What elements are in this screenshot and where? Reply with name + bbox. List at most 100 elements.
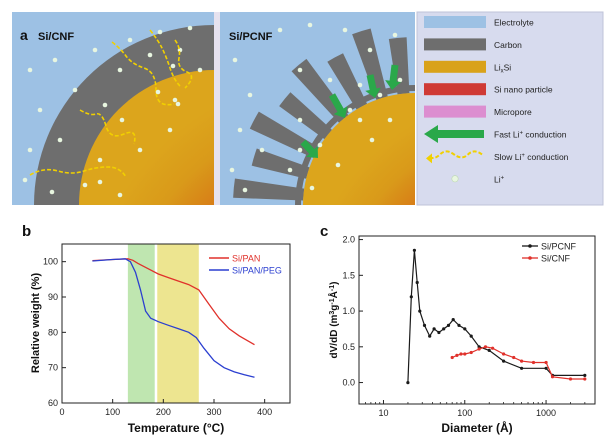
li-ion-dot (297, 147, 303, 153)
legend-label: Si/PAN/PEG (232, 266, 282, 276)
li-ion-dot (97, 179, 103, 185)
li-ion-dot (397, 77, 403, 83)
y-tick-label: 90 (48, 292, 58, 302)
li-ion-dot (237, 127, 243, 133)
slow-conduction-path (111, 41, 175, 106)
li-ion-dot (37, 107, 43, 113)
legend-marker (528, 256, 532, 260)
legend-label: Si/CNF (541, 254, 571, 264)
li-ion-dot (27, 147, 33, 153)
data-point (463, 327, 467, 331)
legend-label: Si/PAN (232, 254, 260, 264)
li-ion-dot (170, 63, 176, 69)
data-point (550, 375, 555, 379)
carbon-wedge (251, 148, 310, 179)
series-line (92, 258, 255, 378)
data-point (415, 280, 419, 285)
carbon-wedge (233, 178, 305, 201)
data-point (451, 318, 455, 322)
legend-label: Electrolyte (494, 18, 534, 28)
li-ion-dot (82, 182, 88, 188)
li-ion-dot (367, 47, 373, 53)
li-ion-dot (175, 101, 181, 107)
li-ion-dot (317, 142, 323, 148)
legend-label: Carbon (494, 40, 522, 50)
li-ion-dot (259, 147, 265, 153)
si-pcnf-illustration (220, 12, 415, 205)
x-tick-label: 100 (457, 408, 472, 418)
carbon-wedge (249, 111, 319, 159)
y-tick-label: 60 (48, 398, 58, 408)
y-tick-label: 2.0 (342, 235, 355, 245)
x-tick-label: 0 (59, 407, 64, 417)
li-ion-dots-left (22, 25, 203, 198)
legend-label: Si/PCNF (541, 242, 577, 252)
porous-carbon-shell (233, 28, 415, 205)
data-point (491, 346, 495, 350)
panel-c: c 10 100 1000 0.0 0.5 1.0 1.5 2.0 Si/PCNF Si/CNF… (320, 223, 596, 435)
data-point (502, 359, 506, 363)
li-ion-dot (167, 127, 173, 133)
legend-label: LixSi (494, 62, 511, 74)
panel-letter-c: c (320, 223, 328, 240)
slow-conduction-path (174, 39, 193, 89)
y-tick-label: 1.0 (342, 306, 355, 316)
li-ion-dot (119, 117, 125, 123)
slow-conduction-path (29, 166, 127, 178)
li-ion-dot (357, 117, 363, 123)
li-ion-dot (157, 29, 163, 35)
data-point (477, 347, 481, 351)
legend-row: Electrolyte (424, 16, 534, 28)
series-line (451, 346, 585, 380)
shaded-region (127, 244, 155, 403)
li-ion-dot (97, 157, 103, 163)
li-ion-dot (52, 57, 58, 63)
slow-conduction-paths (29, 29, 193, 185)
legend-panel-a: Electrolyte Carbon LixSi Si nano particle Mi… (424, 16, 569, 184)
data-point (502, 352, 506, 356)
y-tick-label: 70 (48, 363, 58, 373)
data-point (437, 330, 441, 335)
legend-row: Li+ (451, 174, 505, 184)
si-cnf-illustration (12, 12, 214, 205)
legend-swatch (424, 105, 486, 118)
legend-swatch (424, 16, 486, 28)
li-ion-dots-right (229, 22, 403, 193)
panel-a: a Si/CNF Si/PCNF Electrolyte Carbon LixSi S… (12, 11, 604, 206)
li-ion-dot (72, 87, 78, 93)
data-point (446, 323, 451, 327)
legend-marker (528, 244, 532, 248)
legend-row: LixSi (424, 60, 511, 74)
legend-swatch (424, 60, 486, 73)
data-point (469, 350, 473, 355)
li-ion-dot (342, 27, 348, 33)
li-ion-dot (187, 25, 193, 31)
li-ion-dot (309, 185, 315, 191)
panel-b: b 0 100 200 300 400 60 70 80 90 100 Si/PAN Si/PAN/… (22, 223, 291, 435)
axis-ticks-b: 0 100 200 300 400 60 70 80 90 100 (43, 257, 272, 417)
data-point (455, 353, 459, 357)
data-point (512, 355, 516, 360)
li-ion-dot (102, 102, 108, 108)
li-ion-dot (387, 117, 393, 123)
series-line (407, 250, 585, 383)
legend-swatch (424, 83, 486, 96)
li-ion-dot (347, 107, 353, 113)
li-ion-dot (307, 22, 313, 28)
li-ion-dot (147, 52, 153, 58)
data-point (459, 352, 463, 356)
data-point (531, 360, 536, 365)
li-ion-dot (27, 67, 33, 73)
carbon-wedge (327, 53, 368, 110)
y-tick-label: 100 (43, 257, 58, 267)
x-axis-label-c: Diameter (Å) (441, 420, 512, 435)
x-tick-label: 1000 (536, 408, 556, 418)
x-tick-label: 400 (257, 407, 272, 417)
data-point (428, 334, 432, 338)
li-ion-dot (297, 117, 303, 123)
data-point (520, 359, 524, 363)
slow-conduction-path (79, 109, 136, 145)
carbon-wedge (279, 92, 332, 140)
slow-arrow-icon (427, 150, 483, 159)
